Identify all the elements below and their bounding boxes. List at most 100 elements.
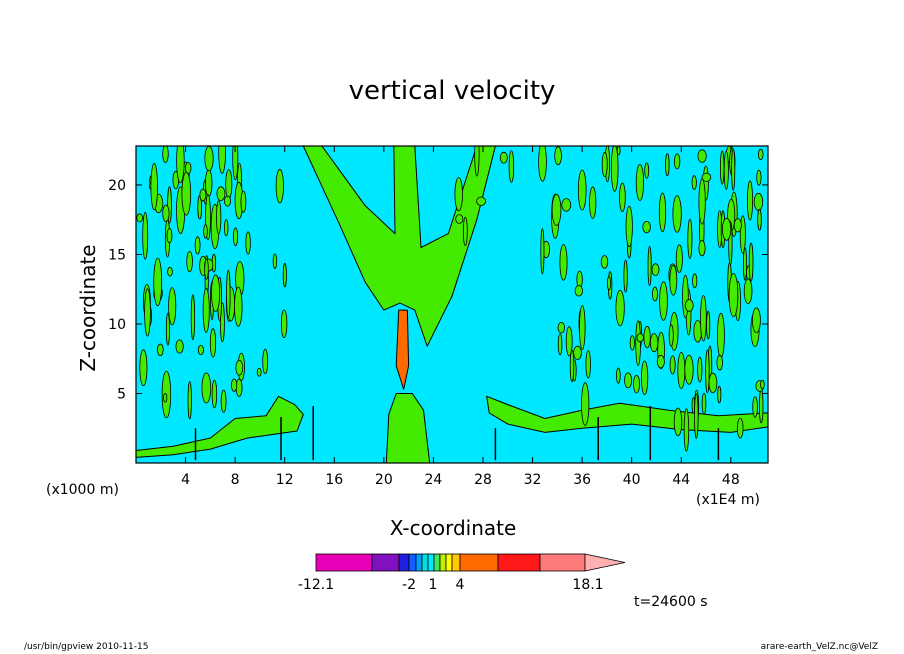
contour-speckle: [157, 343, 164, 357]
contour-speckle: [166, 228, 173, 244]
contour-speckle: [687, 218, 693, 260]
colorbar-segment: [415, 553, 423, 572]
contour-speckle: [581, 382, 590, 426]
colorbar-segment: [371, 553, 400, 572]
contour-speckle: [600, 255, 609, 269]
contour-speckle: [220, 389, 227, 413]
contour-speckle: [665, 153, 670, 177]
contour-speckle: [476, 196, 487, 207]
contour-speckle: [142, 211, 149, 260]
colorbar-segment: [433, 553, 441, 572]
contour-region-central-updraft-core: [395, 309, 410, 390]
contour-speckle: [554, 146, 562, 166]
contour-speckle: [624, 372, 633, 389]
contour-speckle: [728, 272, 739, 317]
contour-speckle: [202, 287, 210, 333]
contour-speckle: [753, 192, 764, 211]
contour-speckle: [721, 217, 732, 241]
contour-speckle: [272, 253, 278, 269]
contour-speckle: [752, 396, 758, 418]
contour-speckle: [573, 345, 582, 360]
contour-speckle: [585, 350, 591, 379]
colorbar-label: 18.1: [572, 577, 603, 593]
contour-speckle: [197, 344, 204, 355]
y-tick-label: 10: [108, 317, 126, 333]
contour-speckle: [569, 349, 575, 383]
contour-speckle: [190, 294, 195, 341]
contour-speckle: [698, 178, 706, 225]
contour-speckle: [175, 339, 184, 354]
colorbar-segment: [445, 553, 453, 572]
contour-speckle: [606, 276, 612, 291]
contour-speckle: [752, 307, 761, 334]
colorbar-segment: [451, 553, 461, 572]
contour-speckle: [677, 351, 686, 389]
contour-speckle: [209, 328, 217, 358]
colorbar-arrow: [584, 553, 626, 572]
contour-speckle: [204, 258, 209, 280]
contour-speckle: [705, 349, 710, 394]
x-tick-label: 20: [375, 472, 393, 488]
x-axis-title: X-coordinate: [389, 516, 517, 540]
x-tick-label: 12: [276, 472, 294, 488]
y-tick-label: 15: [108, 247, 126, 263]
contour-speckle: [659, 281, 668, 321]
x-axis-unit: (x1E4 m): [696, 492, 760, 508]
contour-speckle: [256, 367, 262, 377]
contour-speckle: [211, 274, 221, 313]
colorbar-label: -12.1: [298, 577, 334, 593]
contour-speckle: [226, 269, 231, 319]
contour-speckle: [669, 264, 678, 296]
contour-speckle: [619, 182, 626, 213]
footer-program-date: /usr/bin/gpview 2010-11-15: [24, 642, 149, 652]
contour-speckle: [216, 186, 226, 202]
contour-speckle: [731, 148, 736, 191]
contour-speckle: [673, 407, 683, 437]
contour-speckle: [656, 354, 665, 369]
contour-speckle: [633, 374, 641, 394]
contour-speckle: [223, 219, 229, 237]
contour-speckle: [610, 146, 619, 192]
contour-speckle: [187, 381, 192, 420]
y-tick-label: 20: [108, 178, 126, 194]
contour-speckle: [759, 388, 764, 424]
contour-speckle: [139, 349, 148, 387]
contour-speckle: [748, 242, 754, 282]
colorbar-segment: [427, 553, 435, 572]
contour-speckle: [538, 146, 547, 182]
contour-speckle: [615, 367, 621, 384]
colorbar-label: -2: [402, 577, 416, 593]
contour-speckle: [698, 240, 706, 257]
contour-speckle: [234, 286, 243, 327]
contour-speckle: [682, 274, 689, 319]
contour-speckle: [756, 169, 762, 186]
x-tick-label: 36: [573, 472, 591, 488]
contour-speckle: [701, 172, 712, 182]
contour-speckle: [668, 324, 674, 347]
contour-speckle: [165, 312, 170, 346]
contour-speckle: [232, 146, 239, 181]
contour-speckle: [579, 305, 586, 350]
contour-speckle: [758, 148, 764, 160]
plot-frame: [135, 145, 769, 464]
contour-speckle: [561, 198, 572, 212]
contour-speckle: [589, 186, 597, 219]
colorbar-label: 1: [429, 577, 438, 593]
contour-speckle: [455, 214, 464, 224]
contour-speckle: [708, 372, 718, 394]
contour-speckle: [565, 326, 573, 357]
y-axis-unit: (x1000 m): [46, 482, 119, 498]
colorbar-segment: [408, 553, 417, 572]
contour-speckle: [640, 360, 649, 395]
contour-speckle: [136, 213, 144, 223]
contour-speckle: [282, 262, 287, 288]
contour-speckle: [683, 408, 690, 452]
contour-speckle: [163, 392, 168, 403]
contour-speckle: [697, 356, 703, 383]
contour-speckle: [647, 245, 652, 287]
contour-speckle: [240, 190, 247, 213]
contour-speckle: [672, 195, 682, 233]
contour-speckle: [757, 208, 762, 231]
contour-speckle: [658, 192, 667, 233]
